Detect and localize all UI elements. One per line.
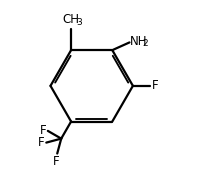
Text: F: F <box>151 79 158 92</box>
Text: F: F <box>53 155 60 168</box>
Text: CH: CH <box>63 13 80 26</box>
Text: 3: 3 <box>76 18 82 27</box>
Text: F: F <box>40 124 46 137</box>
Text: 2: 2 <box>142 39 148 48</box>
Text: F: F <box>38 136 44 149</box>
Text: NH: NH <box>130 35 148 48</box>
